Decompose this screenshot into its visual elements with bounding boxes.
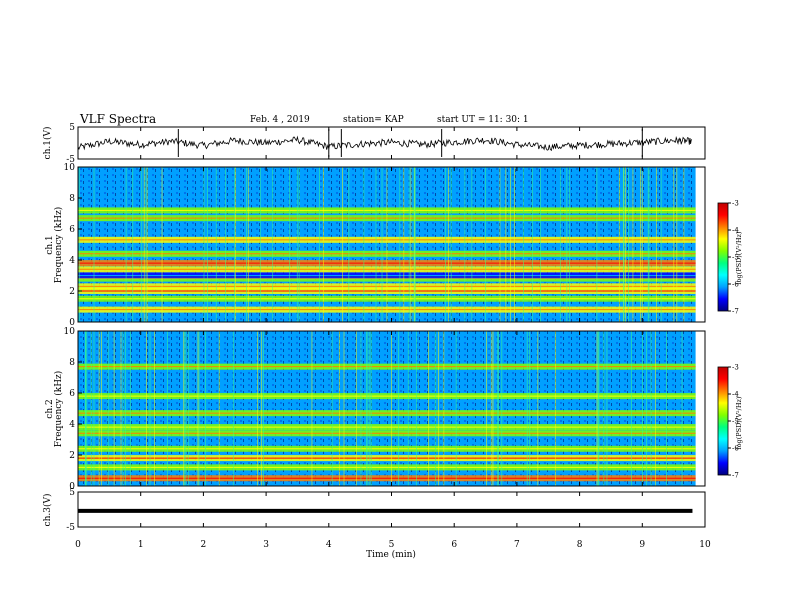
x-tick-label: 0 — [75, 540, 81, 550]
ch1-colorbar: -3 -4 -5 -6 -7 — [717, 200, 739, 316]
ch2-spectrogram-ylabel: ch.2 — [45, 399, 55, 418]
ch3-waveform-ylabel: ch.3(V) — [42, 494, 53, 527]
ch1-frequency-ylabel: Frequency (kHz) — [53, 207, 64, 284]
y-tick-label: 5 — [69, 123, 75, 133]
ch1-waveform-frame — [77, 126, 706, 160]
x-tick-label: 6 — [451, 540, 457, 550]
colorbar-tick-label: -7 — [732, 472, 739, 480]
colorbar-tick-label: -4 — [732, 227, 739, 235]
y-tick-label: -5 — [66, 155, 75, 165]
ch1-spectrogram-panel — [77, 166, 706, 323]
spectrogram-noise — [78, 331, 696, 486]
ch1-colorbar-label: log(PSD)(V²/Hz) — [735, 231, 743, 284]
colorbar-tick-label: -5 — [732, 418, 739, 426]
ch1-waveform-line — [77, 129, 693, 157]
y-tick-label: 0 — [69, 482, 75, 492]
ch1-waveform-ylabel: ch.1(V) — [42, 127, 53, 160]
x-tick-label: 2 — [201, 540, 207, 550]
y-tick-label: 8 — [69, 194, 75, 204]
colorbar-tick-label: -3 — [732, 364, 739, 372]
y-tick-label: 6 — [69, 225, 75, 235]
figure-title: VLF Spectra — [79, 112, 156, 126]
colorbar-tick-label: -7 — [732, 308, 739, 316]
x-tick-label: 10 — [699, 540, 711, 550]
x-tick-label: 5 — [389, 540, 395, 550]
y-tick-label: 4 — [69, 420, 75, 430]
y-tick-label: 10 — [64, 327, 76, 337]
y-tick-label: 10 — [64, 163, 76, 173]
y-tick-label: 0 — [69, 318, 75, 328]
ch2-spectrogram-panel — [77, 330, 706, 487]
date-label: Feb. 4 , 2019 — [250, 115, 310, 125]
x-axis-label: Time (min) — [366, 549, 416, 560]
colorbar-bar — [717, 202, 729, 312]
waveform-trace — [77, 135, 693, 152]
y-tick-label: 8 — [69, 358, 75, 368]
y-tick-label: 2 — [69, 451, 75, 461]
station-label: station= KAP — [343, 115, 404, 125]
x-tick-label: 8 — [577, 540, 583, 550]
colorbar-tick-label: -6 — [732, 445, 739, 453]
colorbar-tick-label: -6 — [732, 281, 739, 289]
y-tick-label: 6 — [69, 389, 75, 399]
ch2-colorbar-label: log(PSD)(V²/Hz) — [735, 396, 743, 449]
colorbar-tick-label: -3 — [732, 200, 739, 208]
ch2-colorbar: -3 -4 -5 -6 -7 — [717, 364, 739, 480]
y-tick-label: 5 — [69, 488, 75, 498]
colorbar-tick-label: -4 — [732, 391, 739, 399]
ch2-frequency-ylabel: Frequency (kHz) — [53, 371, 64, 448]
y-tick-label: 4 — [69, 256, 75, 266]
x-tick-label: 9 — [639, 540, 645, 550]
colorbar-tick-label: -5 — [732, 254, 739, 262]
x-tick-label: 4 — [326, 540, 332, 550]
y-tick-label: -5 — [66, 523, 75, 533]
x-tick-label: 7 — [514, 540, 520, 550]
ch1-spectrogram-ylabel: ch.1 — [45, 235, 55, 254]
x-tick-label: 1 — [138, 540, 144, 550]
colorbar-bar — [717, 366, 729, 476]
x-tick-label: 3 — [263, 540, 269, 550]
y-tick-label: 2 — [69, 287, 75, 297]
start-time-label: start UT = 11: 30: 1 — [437, 115, 529, 125]
